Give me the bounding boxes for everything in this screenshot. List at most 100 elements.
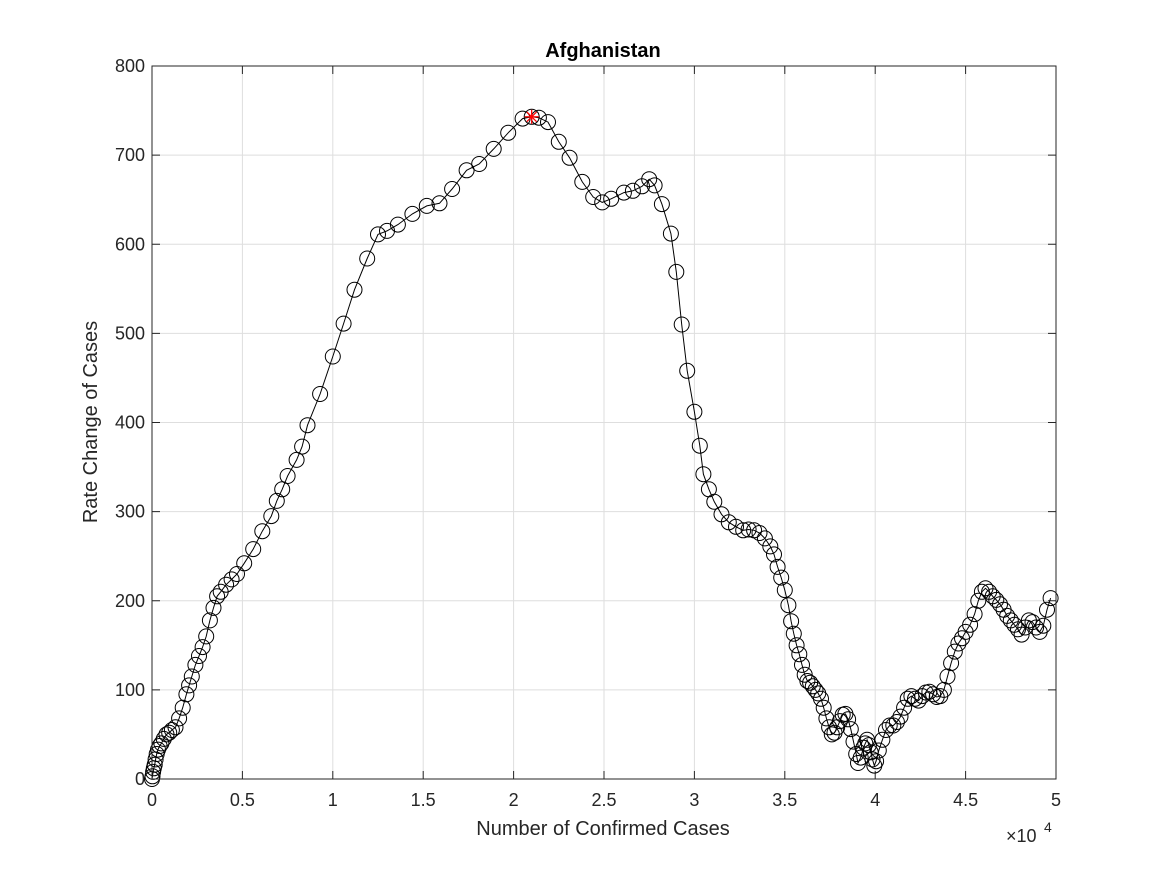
x-tick-label: 0 [147,790,157,810]
x-exponent-base: ×10 [1006,826,1037,846]
data-point [881,717,898,734]
data-point [783,613,800,630]
data-point [370,226,386,243]
data-point [1035,617,1052,634]
data-point [751,525,768,541]
data-point [966,606,983,623]
data-point [973,583,990,600]
data-point [935,681,952,698]
data-point [603,190,620,207]
data-point [263,508,280,525]
y-tick-label: 300 [115,502,145,522]
data-point [254,523,271,540]
data-point [756,530,773,547]
data-point [187,656,204,673]
x-tick-label: 3 [689,790,699,810]
data-point [174,699,191,716]
data-point [153,735,170,752]
series-line [151,116,1052,780]
data-point [431,195,448,212]
data-point [471,156,488,172]
peak-marker-stroke [526,111,538,123]
data-point [815,699,832,716]
data-point [862,744,879,761]
data-point [1039,601,1055,618]
data-point [762,538,779,555]
y-axis-label: Rate Change of Cases [80,321,102,523]
data-point [615,184,632,201]
y-tick-label: 600 [115,234,145,254]
data-point [155,730,172,747]
data-point [686,403,703,420]
data-point [780,597,797,614]
data-point [870,742,887,759]
data-point [279,468,296,484]
data-point [857,735,874,752]
data-point [769,558,786,575]
x-tick-label: 0.5 [230,790,255,810]
data-point [418,197,435,214]
data-point [970,592,987,609]
y-tick-label: 0 [135,769,145,789]
data-point [776,582,793,599]
data-point [167,719,184,736]
x-tick-label: 1.5 [411,790,436,810]
y-tick-label: 200 [115,591,145,611]
data-point [888,714,905,730]
data-point [842,721,859,738]
x-tick-label: 4 [870,790,880,810]
data-point [500,124,517,141]
data-point [540,114,556,131]
data-point [788,637,805,654]
data-point [864,751,881,768]
data-point [178,686,195,703]
data-point [183,668,200,685]
data-point [346,281,363,298]
data-point [874,731,891,748]
x-exponent-power: 4 [1044,819,1052,835]
data-point [818,710,835,727]
data-point [646,177,663,194]
data-point [523,108,540,125]
data-point [691,437,708,454]
data-point [594,194,611,211]
x-tick-label: 3.5 [772,790,797,810]
data-point [868,753,885,770]
data-point [299,417,316,434]
data-point [236,555,253,572]
data-point [223,571,240,588]
data-point [218,576,235,593]
data-point [585,189,602,205]
data-point [404,205,421,222]
data-point [194,639,211,656]
data-point [1028,619,1045,636]
data-point [785,625,802,642]
data-point [662,225,679,242]
data-point [735,522,752,539]
data-point [561,149,578,166]
data-point [740,521,757,538]
data-point [458,162,475,179]
data-point [852,749,869,766]
data-point [950,635,967,652]
data-point [840,711,857,728]
data-point [962,616,979,633]
y-tick-label: 400 [115,413,145,433]
x-tick-label: 4.5 [953,790,978,810]
data-point [925,686,942,703]
data-point [209,588,226,605]
data-point [171,710,188,727]
x-tick-label: 5 [1051,790,1061,810]
data-point [205,599,222,616]
data-point [359,250,376,267]
data-point [198,628,215,645]
data-point [485,140,502,157]
data-point [943,655,960,672]
data-point [550,133,567,150]
data-point [1042,590,1059,607]
axes-frame [151,65,1057,780]
x-tick-label: 2.5 [591,790,616,810]
data-point [191,648,207,664]
data-point [668,263,685,280]
data-point [706,493,723,510]
